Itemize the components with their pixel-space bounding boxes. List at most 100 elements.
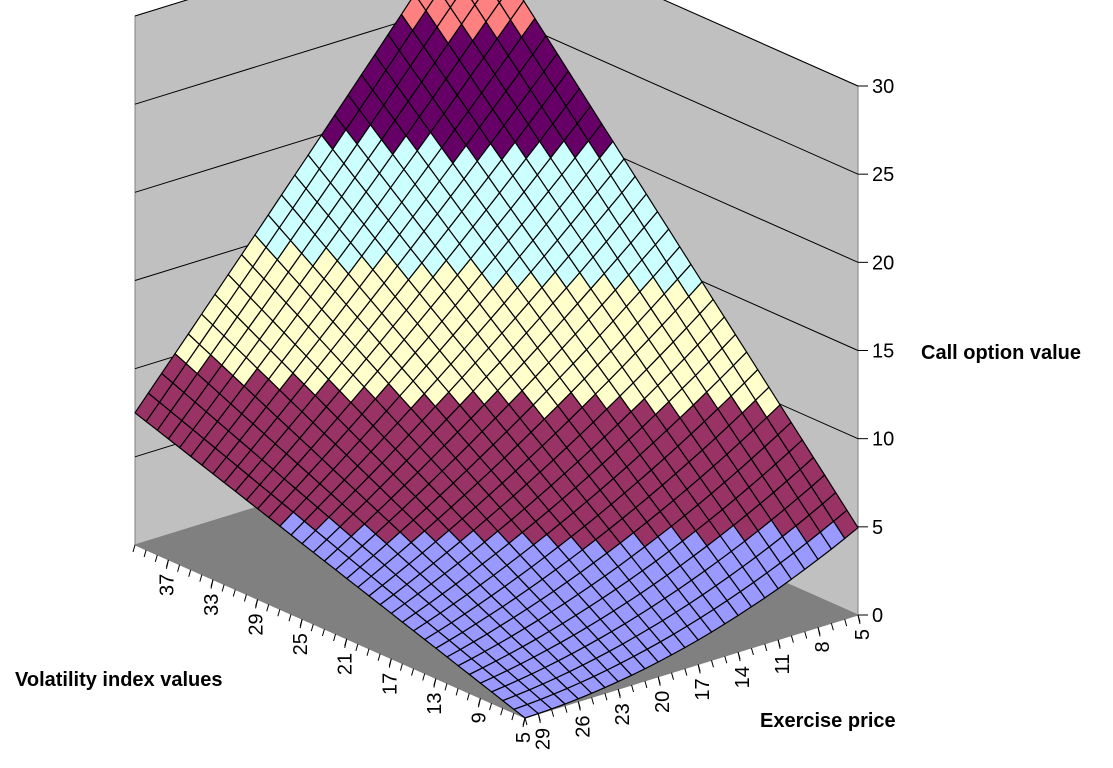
volatility-minor-tick <box>489 703 493 711</box>
axis-ticks <box>132 85 868 728</box>
volatility-minor-tick <box>266 604 270 612</box>
volatility-minor-tick <box>255 599 259 607</box>
volatility-minor-tick <box>299 619 303 627</box>
exercise-minor-tick <box>671 672 675 680</box>
exercise-minor-tick <box>724 656 728 664</box>
surface-cell <box>134 392 161 423</box>
exercise-minor-tick <box>564 705 568 713</box>
z-tick-label: 25 <box>872 164 894 186</box>
volatility-minor-tick <box>210 579 214 587</box>
exercise-minor-tick <box>777 639 781 647</box>
gridline <box>134 0 859 87</box>
y-axis-title: Volatility index values <box>15 669 222 691</box>
exercise-minor-tick <box>790 635 794 643</box>
volatility-minor-tick <box>377 653 381 661</box>
volatility-minor-tick <box>399 663 403 671</box>
z-tick-label: 0 <box>872 605 883 627</box>
volatility-tick-label: 29 <box>246 613 268 635</box>
exercise-tick-label: 8 <box>812 641 834 652</box>
surface-plot <box>134 0 859 719</box>
exercise-minor-tick <box>631 684 635 693</box>
surface-cell <box>470 0 479 6</box>
volatility-minor-tick <box>344 638 348 647</box>
volatility-minor-tick <box>477 698 481 706</box>
volatility-minor-tick <box>466 693 470 701</box>
z-tick-label: 20 <box>872 252 894 274</box>
volatility-tick-label: 21 <box>335 653 357 675</box>
exercise-tick-label: 23 <box>612 703 634 725</box>
volatility-tick-label: 17 <box>379 673 401 695</box>
exercise-minor-tick <box>844 618 848 627</box>
volatility-minor-tick <box>310 623 314 632</box>
volatility-tick-label: 33 <box>201 594 223 616</box>
volatility-minor-tick <box>243 594 247 602</box>
axis-labels: 0510152025305811141720232629591317212529… <box>156 76 894 750</box>
exercise-minor-tick <box>644 680 648 689</box>
exercise-minor-tick <box>684 668 688 676</box>
exercise-minor-tick <box>830 623 834 631</box>
exercise-minor-tick <box>697 664 701 672</box>
exercise-minor-tick <box>710 660 714 668</box>
exercise-minor-tick <box>617 689 621 697</box>
volatility-minor-tick <box>444 683 448 691</box>
volatility-minor-tick <box>277 609 281 617</box>
exercise-tick-label: 29 <box>532 728 554 750</box>
x-axis-title: Exercise price <box>760 710 896 732</box>
z-tick-label: 10 <box>872 429 894 451</box>
volatility-minor-tick <box>433 678 437 686</box>
volatility-tick-label: 9 <box>468 712 490 723</box>
exercise-tick-label: 17 <box>692 678 714 700</box>
exercise-minor-tick <box>737 651 741 660</box>
exercise-minor-tick <box>537 713 541 722</box>
volatility-minor-tick <box>221 584 225 592</box>
volatility-minor-tick <box>321 628 325 637</box>
exercise-tick-label: 20 <box>652 691 674 713</box>
volatility-minor-tick <box>522 717 526 726</box>
exercise-tick-label: 14 <box>732 666 754 688</box>
exercise-minor-tick <box>551 709 555 717</box>
volatility-minor-tick <box>199 574 203 582</box>
volatility-minor-tick <box>455 688 459 696</box>
volatility-minor-tick <box>366 648 370 656</box>
exercise-minor-tick <box>764 643 768 651</box>
volatility-minor-tick <box>511 712 515 721</box>
exercise-minor-tick <box>750 647 754 656</box>
volatility-tick-label: 25 <box>290 633 312 655</box>
exercise-minor-tick <box>524 717 528 726</box>
volatility-tick-label: 13 <box>424 693 446 715</box>
volatility-minor-tick <box>411 668 415 676</box>
volatility-minor-tick <box>500 707 504 716</box>
volatility-minor-tick <box>154 554 158 563</box>
volatility-minor-tick <box>132 544 136 553</box>
volatility-minor-tick <box>188 569 192 577</box>
volatility-minor-tick <box>388 658 392 666</box>
exercise-minor-tick <box>857 614 861 623</box>
exercise-minor-tick <box>657 676 661 684</box>
volatility-minor-tick <box>333 633 337 642</box>
volatility-tick-label: 5 <box>513 732 535 743</box>
volatility-tick-label: 37 <box>156 574 178 596</box>
exercise-minor-tick <box>604 693 608 701</box>
exercise-minor-tick <box>591 697 595 705</box>
surface-cell <box>444 0 457 9</box>
volatility-minor-tick <box>165 559 169 567</box>
exercise-minor-tick <box>804 631 808 639</box>
volatility-minor-tick <box>177 564 181 572</box>
exercise-minor-tick <box>577 701 581 709</box>
exercise-tick-label: 11 <box>772 654 794 675</box>
volatility-minor-tick <box>288 614 292 622</box>
z-tick-label: 5 <box>872 517 883 539</box>
exercise-tick-label: 26 <box>572 716 594 738</box>
z-tick-label: 15 <box>872 341 894 363</box>
volatility-minor-tick <box>143 549 147 558</box>
exercise-tick-label: 5 <box>852 629 874 640</box>
volatility-minor-tick <box>232 589 236 597</box>
z-tick-label: 30 <box>872 76 894 98</box>
exercise-minor-tick <box>817 627 821 635</box>
z-axis-title: Call option value <box>921 342 1081 364</box>
volatility-minor-tick <box>355 643 359 651</box>
volatility-minor-tick <box>422 673 426 681</box>
surface-cell <box>417 0 434 12</box>
